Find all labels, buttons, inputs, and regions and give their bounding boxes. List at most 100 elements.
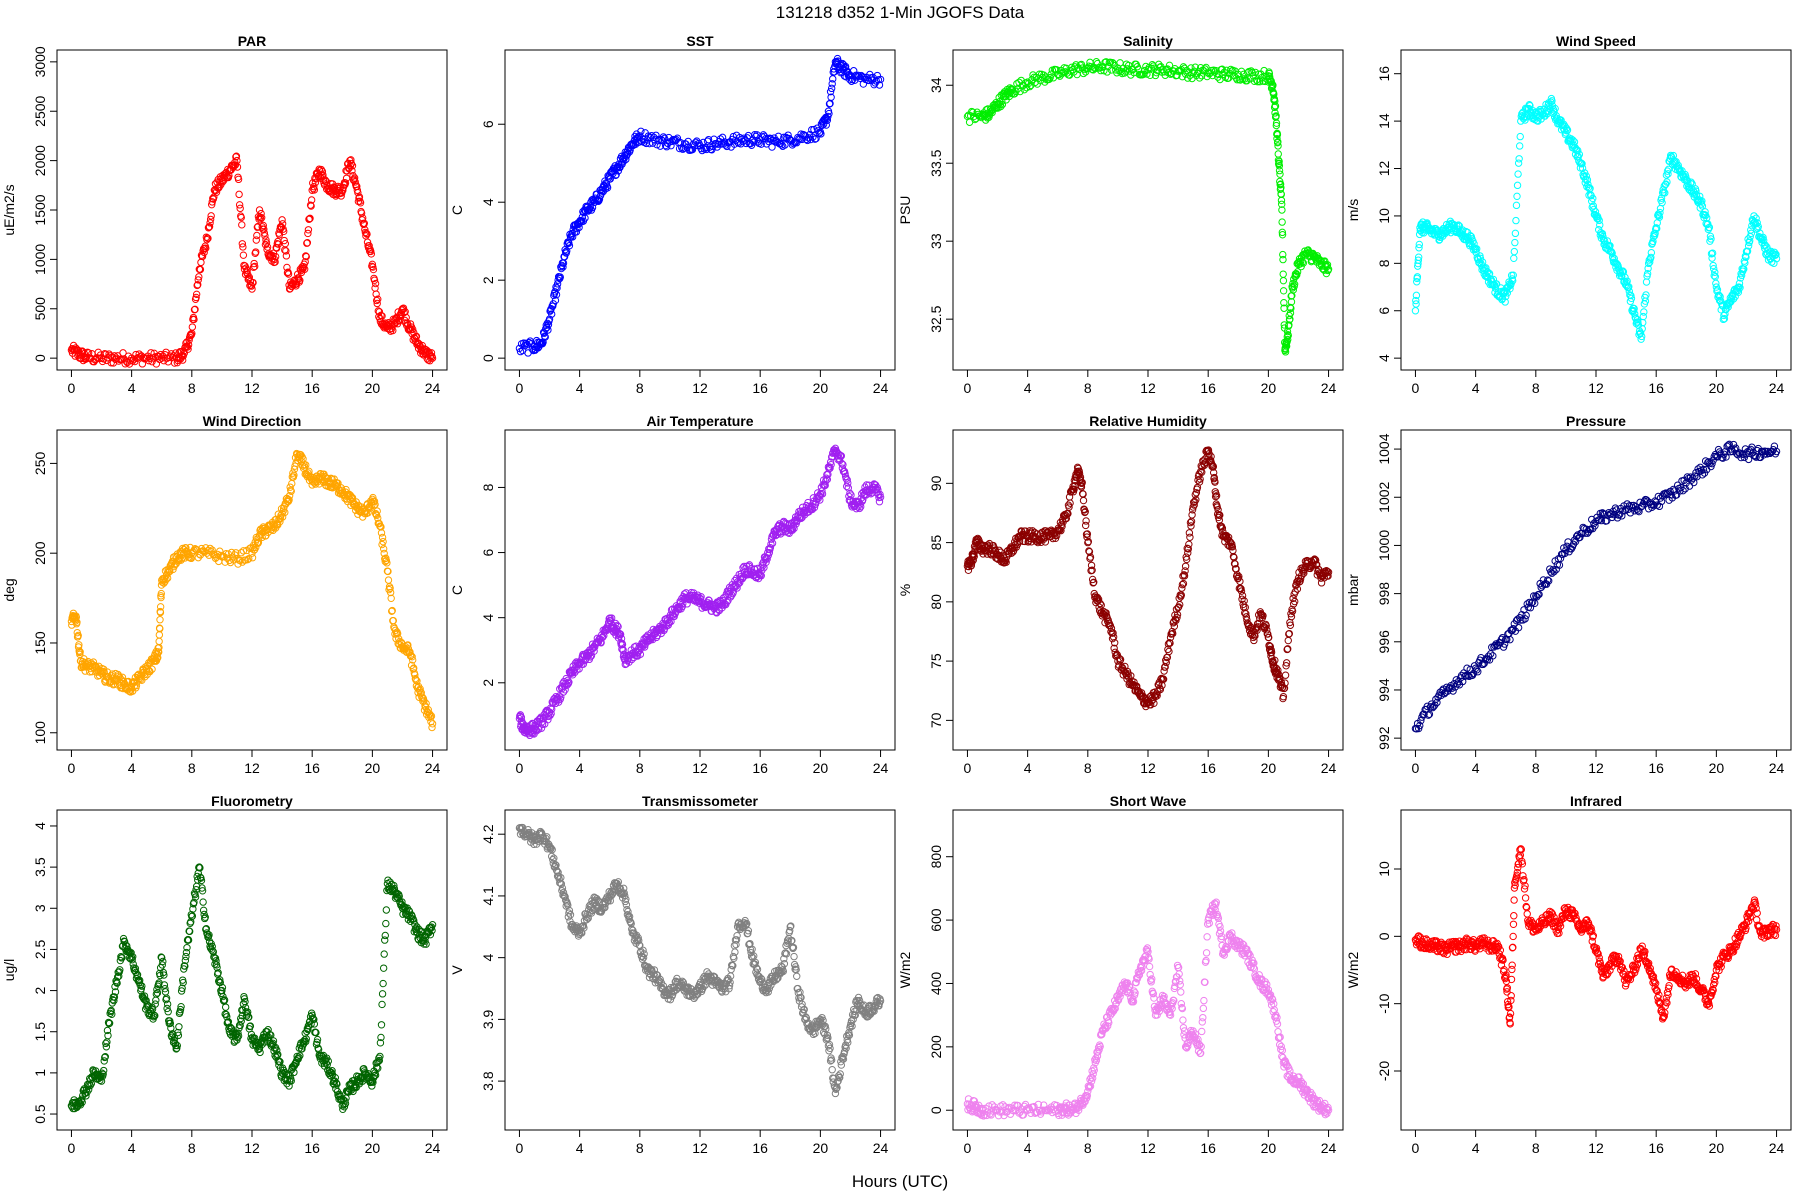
plot-frame-sst xyxy=(504,49,896,371)
x-tick-label-par: 4 xyxy=(128,380,136,396)
y-tick-label-fluorometry: 0.5 xyxy=(32,1104,48,1124)
y-tick-label-salinity: 32.5 xyxy=(928,305,944,332)
data-point-sst xyxy=(823,116,832,124)
data-point-sst xyxy=(688,145,697,154)
data-point-sst xyxy=(812,134,820,143)
data-point-wind-speed xyxy=(1640,308,1648,316)
data-point-sst xyxy=(846,75,854,84)
data-point-wind-speed xyxy=(1515,142,1524,150)
data-point-par xyxy=(310,182,318,191)
series-points-fluorometry xyxy=(67,863,437,1114)
data-point-par xyxy=(243,266,251,275)
data-point-par xyxy=(400,308,408,317)
data-point-par xyxy=(190,315,198,324)
plot-frame-wind-speed xyxy=(1400,49,1792,371)
data-point-par xyxy=(197,258,205,267)
y-tick-label-par: 500 xyxy=(32,297,48,321)
data-point-par xyxy=(257,209,265,218)
data-point-par xyxy=(250,259,258,268)
data-point-sst xyxy=(817,130,825,138)
x-tick-label-wind-direction: 12 xyxy=(244,760,260,776)
data-point-par xyxy=(304,229,312,238)
y-axis-label-pressure: mbar xyxy=(1345,574,1361,606)
data-point-par xyxy=(300,265,309,273)
data-point-sst xyxy=(737,140,745,148)
data-point-sst xyxy=(751,130,759,139)
x-tick-label-sst: 24 xyxy=(873,380,889,396)
data-point-salinity xyxy=(1123,65,1132,73)
data-point-par xyxy=(202,244,210,252)
x-tick-label-wind-direction: 16 xyxy=(304,760,320,776)
data-point-salinity xyxy=(1046,73,1054,82)
data-point-sst xyxy=(603,184,612,192)
x-tick-label-pressure: 0 xyxy=(1412,760,1420,776)
data-point-par xyxy=(311,178,320,187)
data-point-par xyxy=(348,167,356,175)
data-point-par xyxy=(318,167,327,176)
data-point-par xyxy=(205,223,214,231)
data-point-par xyxy=(274,240,283,248)
y-tick-label-sst: 6 xyxy=(480,120,496,128)
data-point-par xyxy=(82,353,91,361)
data-point-par xyxy=(363,238,372,246)
data-point-par xyxy=(369,265,378,274)
data-point-par xyxy=(377,311,385,320)
y-tick-label-fluorometry: 1 xyxy=(32,1069,48,1077)
y-tick-label-salinity: 34 xyxy=(928,77,944,93)
x-tick-label-relative-humidity: 20 xyxy=(1261,760,1277,776)
data-point-sst xyxy=(875,81,884,89)
data-point-sst xyxy=(661,141,670,150)
data-point-par xyxy=(341,179,350,187)
data-point-sst xyxy=(545,315,554,323)
x-tick-label-wind-speed: 16 xyxy=(1648,380,1664,396)
y-tick-label-salinity: 33.5 xyxy=(928,149,944,176)
data-point-wind-speed xyxy=(1512,216,1520,225)
data-point-sst xyxy=(825,109,833,118)
panel-title-par: PAR xyxy=(238,33,267,49)
x-tick-label-pressure: 8 xyxy=(1532,760,1540,776)
y-tick-label-air-temperature: 6 xyxy=(480,548,496,556)
data-point-par xyxy=(361,228,370,237)
x-tick-label-sst: 20 xyxy=(813,380,829,396)
data-point-par xyxy=(282,252,291,260)
panel-title-relative-humidity: Relative Humidity xyxy=(1089,413,1207,429)
panel-title-air-temperature: Air Temperature xyxy=(646,413,753,429)
data-point-sst xyxy=(827,93,835,101)
y-tick-label-fluorometry: 4 xyxy=(32,822,48,830)
data-point-salinity xyxy=(1220,68,1229,76)
data-point-par xyxy=(206,219,214,227)
data-point-par xyxy=(220,173,228,181)
data-point-wind-direction xyxy=(384,576,393,584)
data-point-sst xyxy=(721,138,729,146)
x-tick-label-air-temperature: 8 xyxy=(636,760,644,776)
x-tick-label-sst: 0 xyxy=(516,380,524,396)
data-point-par xyxy=(198,252,207,261)
panel-title-wind-speed: Wind Speed xyxy=(1556,33,1636,49)
data-point-relative-humidity xyxy=(1109,633,1118,641)
data-point-par xyxy=(260,229,269,237)
data-point-sst xyxy=(544,321,553,329)
y-axis-label-air-temperature: C xyxy=(449,585,465,595)
y-axis-label-relative-humidity: % xyxy=(897,584,913,596)
data-point-par xyxy=(192,290,201,299)
data-point-relative-humidity xyxy=(1079,496,1088,505)
data-point-relative-humidity xyxy=(1281,671,1290,679)
y-tick-label-relative-humidity: 85 xyxy=(928,535,944,551)
data-point-wind-speed xyxy=(1516,132,1524,141)
data-point-salinity xyxy=(968,107,976,116)
data-point-par xyxy=(283,263,291,272)
data-point-par xyxy=(356,199,365,207)
x-tick-label-relative-humidity: 4 xyxy=(1024,760,1032,776)
data-point-par xyxy=(282,247,290,255)
series-points-relative-humidity xyxy=(963,446,1333,711)
data-point-par xyxy=(280,227,288,236)
x-tick-label-wind-direction: 0 xyxy=(68,760,76,776)
data-point-sst xyxy=(849,67,858,75)
data-point-wind-direction xyxy=(428,720,437,728)
data-point-par xyxy=(167,350,176,358)
y-tick-label-fluorometry: 1.5 xyxy=(32,1022,48,1042)
data-point-par xyxy=(399,304,408,312)
